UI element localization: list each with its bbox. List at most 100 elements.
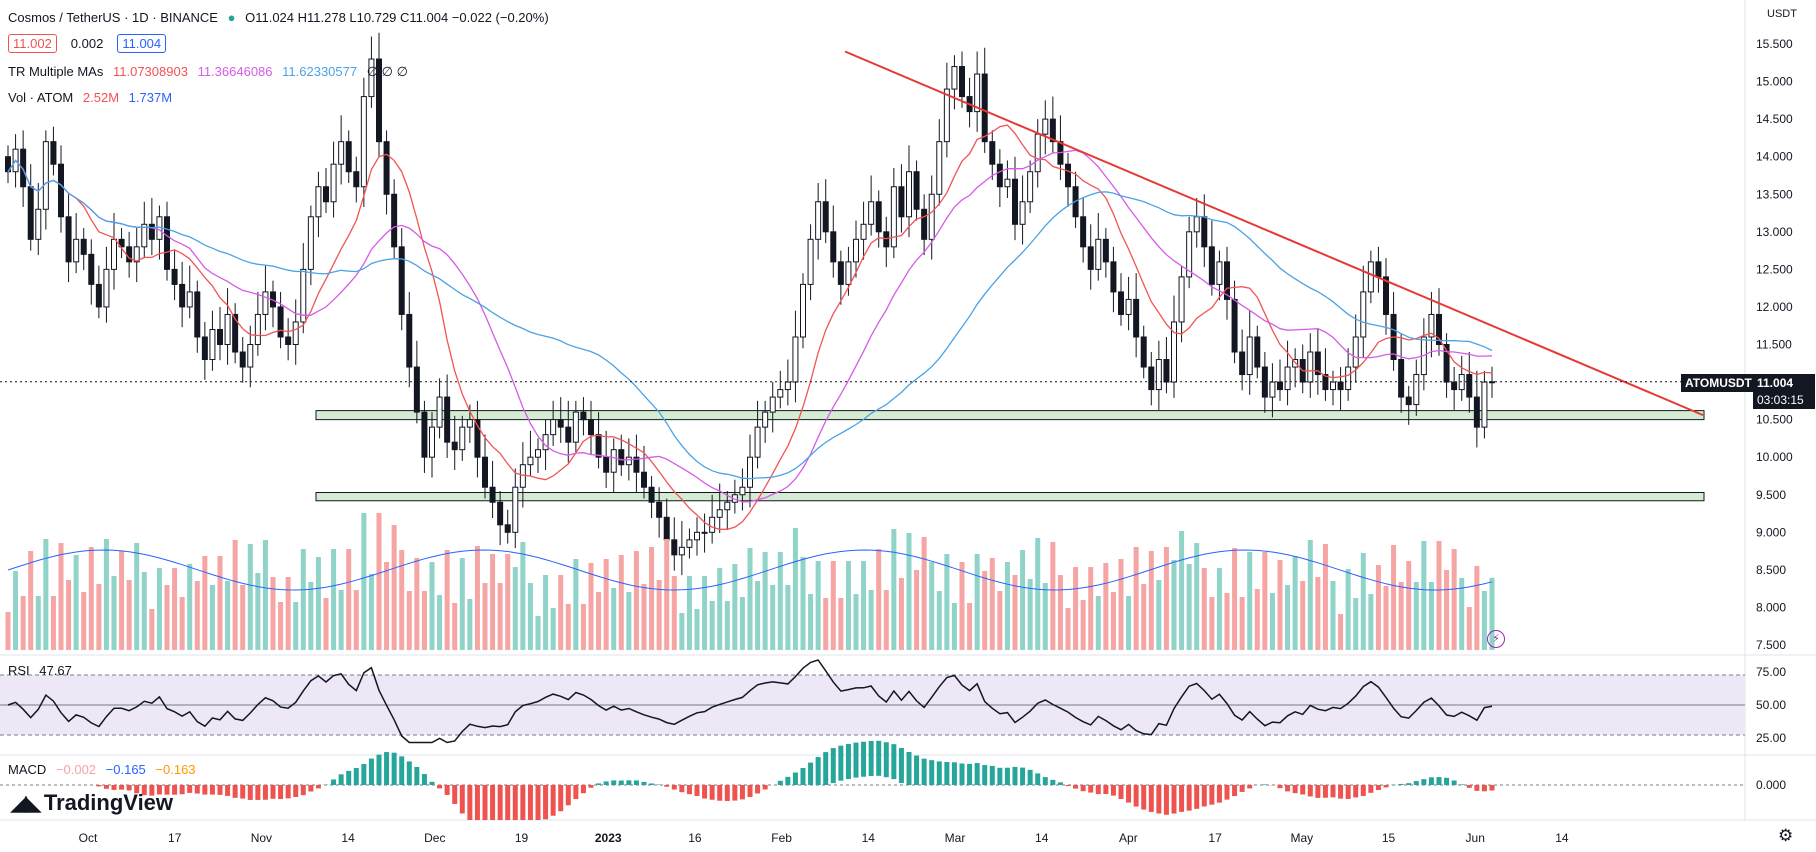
candle-up (868, 201, 875, 225)
candle-up (1216, 261, 1223, 285)
volume-indicator-name: Vol · ATOM (8, 90, 74, 105)
candle-up (42, 141, 49, 210)
macd-histogram-bar (830, 748, 836, 784)
volume-bar (982, 571, 988, 650)
candle-down (179, 283, 186, 308)
symbol-title[interactable]: Cosmos / TetherUS · 1D · BINANCE (8, 10, 218, 25)
rsi-legend[interactable]: RSI 47.67 (8, 663, 78, 678)
macd-histogram-bar (247, 785, 253, 800)
volume-bar (861, 561, 867, 650)
volume-bar (452, 603, 458, 650)
candle-up (943, 88, 950, 143)
macd-histogram-bar (119, 785, 125, 790)
ask-price[interactable]: 11.004 (117, 34, 167, 53)
candle-down (557, 419, 564, 428)
macd-histogram-bar (103, 785, 109, 789)
macd-histogram-bar (861, 741, 867, 777)
macd-histogram-bar (270, 785, 276, 799)
ma-value-2: 11.36646086 (197, 64, 273, 79)
volume-bar (679, 613, 685, 650)
time-tick-label: 15 (1382, 831, 1396, 845)
volume-bar (845, 561, 851, 650)
macd-histogram-bar (1247, 785, 1253, 789)
candle-up (1155, 359, 1162, 391)
ma-legend[interactable]: TR Multiple MAs 11.07308903 11.36646086 … (8, 64, 414, 80)
volume-bar (88, 547, 94, 650)
macd-histogram-bar (172, 785, 178, 795)
volume-bar (293, 602, 299, 650)
volume-bar (929, 562, 935, 650)
macd-histogram-bar (1459, 784, 1465, 785)
macd-histogram-bar (300, 785, 306, 796)
volume-bar (512, 567, 518, 650)
macd-histogram-bar (1042, 777, 1048, 785)
volume-bar (1285, 585, 1291, 650)
macd-histogram-bar (194, 785, 200, 794)
macd-histogram-bar (611, 780, 617, 785)
macd-histogram-bar (111, 785, 117, 790)
macd-histogram-bar (467, 785, 473, 820)
symbol-price-tag: ATOMUSDT (1681, 374, 1756, 392)
volume-bar (1171, 560, 1177, 650)
macd-histogram-bar (1489, 785, 1495, 791)
macd-histogram-bar (921, 758, 927, 785)
lightning-alert-icon[interactable]: ⚡ (1487, 630, 1505, 648)
macd-histogram-bar (1179, 785, 1185, 812)
candle-up (769, 396, 776, 413)
macd-histogram-bar (762, 785, 768, 790)
volume-bar (747, 548, 753, 650)
bar-countdown: 03:03:15 (1753, 391, 1815, 409)
candle-down (830, 231, 837, 263)
volume-bar (353, 590, 359, 650)
moving-average-line-3 (7, 159, 1493, 480)
macd-histogram-bar (1080, 785, 1086, 792)
candle-down (80, 238, 87, 255)
volume-bar (755, 581, 761, 650)
volume-bar (1353, 598, 1359, 650)
volume-bar (1148, 551, 1154, 650)
candle-up (936, 141, 943, 195)
macd-histogram-bar (1065, 785, 1071, 787)
candle-up (610, 449, 617, 473)
volume-bar (1368, 594, 1374, 650)
volume-legend[interactable]: Vol · ATOM 2.52M 1.737M (8, 90, 178, 105)
price-tick-label: 13.500 (1756, 187, 1793, 201)
macd-histogram-bar (338, 774, 344, 785)
volume-bar (172, 568, 178, 650)
macd-histogram-bar (959, 763, 965, 785)
price-tick-label: 14.000 (1756, 150, 1793, 164)
volume-bar (459, 558, 465, 650)
macd-histogram-bar (474, 785, 480, 820)
volume-bar (1042, 583, 1048, 650)
candle-up (141, 223, 148, 248)
macd-histogram-bar (883, 742, 889, 778)
macd-histogram-bar (520, 785, 526, 820)
volume-bar (1118, 559, 1124, 650)
candle-up (1367, 261, 1374, 293)
macd-histogram-bar (406, 761, 412, 785)
macd-histogram-bar (944, 762, 950, 785)
volume-bar (959, 562, 965, 650)
macd-legend[interactable]: MACD −0.002 −0.165 −0.163 (8, 762, 202, 777)
candle-up (133, 246, 140, 263)
rsi-indicator-name: RSI (8, 663, 30, 678)
volume-bar (974, 554, 980, 650)
candle-down (126, 246, 133, 263)
volume-bar (421, 591, 427, 650)
candle-up (625, 456, 632, 466)
candle-down (232, 313, 239, 353)
bid-price[interactable]: 11.002 (8, 34, 57, 53)
currency-label[interactable]: USDT (1767, 8, 1797, 20)
moving-average-line-2 (7, 149, 1493, 503)
volume-bar (686, 576, 692, 650)
candle-up (724, 501, 731, 511)
volume-bar (1110, 592, 1116, 650)
volume-bar (414, 558, 420, 650)
volume-bar (603, 559, 609, 650)
candle-up (247, 344, 254, 368)
macd-hist-value: −0.002 (55, 762, 97, 777)
macd-histogram-bar (1012, 766, 1018, 785)
settings-gear-icon[interactable]: ⚙ (1778, 826, 1794, 845)
macd-histogram-bar (490, 785, 496, 820)
